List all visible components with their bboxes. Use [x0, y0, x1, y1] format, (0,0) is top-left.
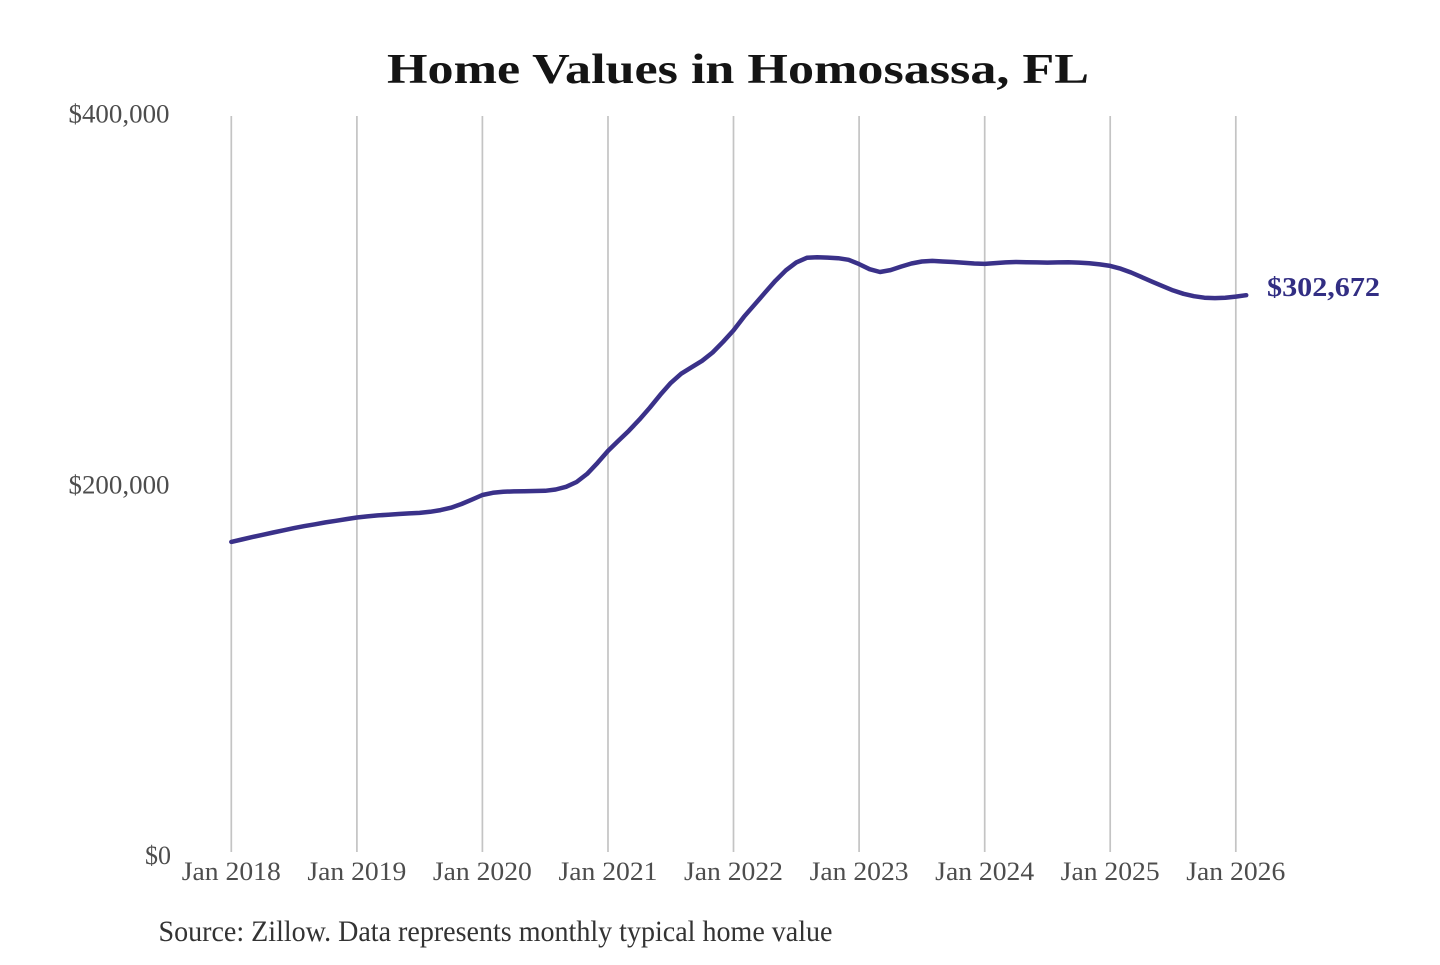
svg-text:$200,000: $200,000	[69, 471, 170, 500]
svg-text:$302,672: $302,672	[1267, 272, 1380, 302]
svg-text:Jan 2020: Jan 2020	[433, 857, 532, 886]
svg-text:Jan 2021: Jan 2021	[559, 857, 658, 886]
svg-text:Jan 2022: Jan 2022	[684, 857, 783, 886]
svg-text:Source: Zillow. Data represent: Source: Zillow. Data represents monthly …	[159, 915, 833, 948]
svg-text:Jan 2018: Jan 2018	[182, 857, 281, 886]
svg-text:Jan 2024: Jan 2024	[935, 857, 1034, 886]
svg-text:Jan 2025: Jan 2025	[1061, 857, 1160, 886]
svg-text:$0: $0	[145, 841, 171, 870]
svg-text:Home Values in Homosassa, FL: Home Values in Homosassa, FL	[387, 47, 1089, 93]
svg-text:Jan 2026: Jan 2026	[1186, 857, 1285, 886]
svg-text:Jan 2023: Jan 2023	[810, 857, 909, 886]
svg-text:Jan 2019: Jan 2019	[307, 857, 406, 886]
svg-text:$400,000: $400,000	[69, 100, 170, 129]
